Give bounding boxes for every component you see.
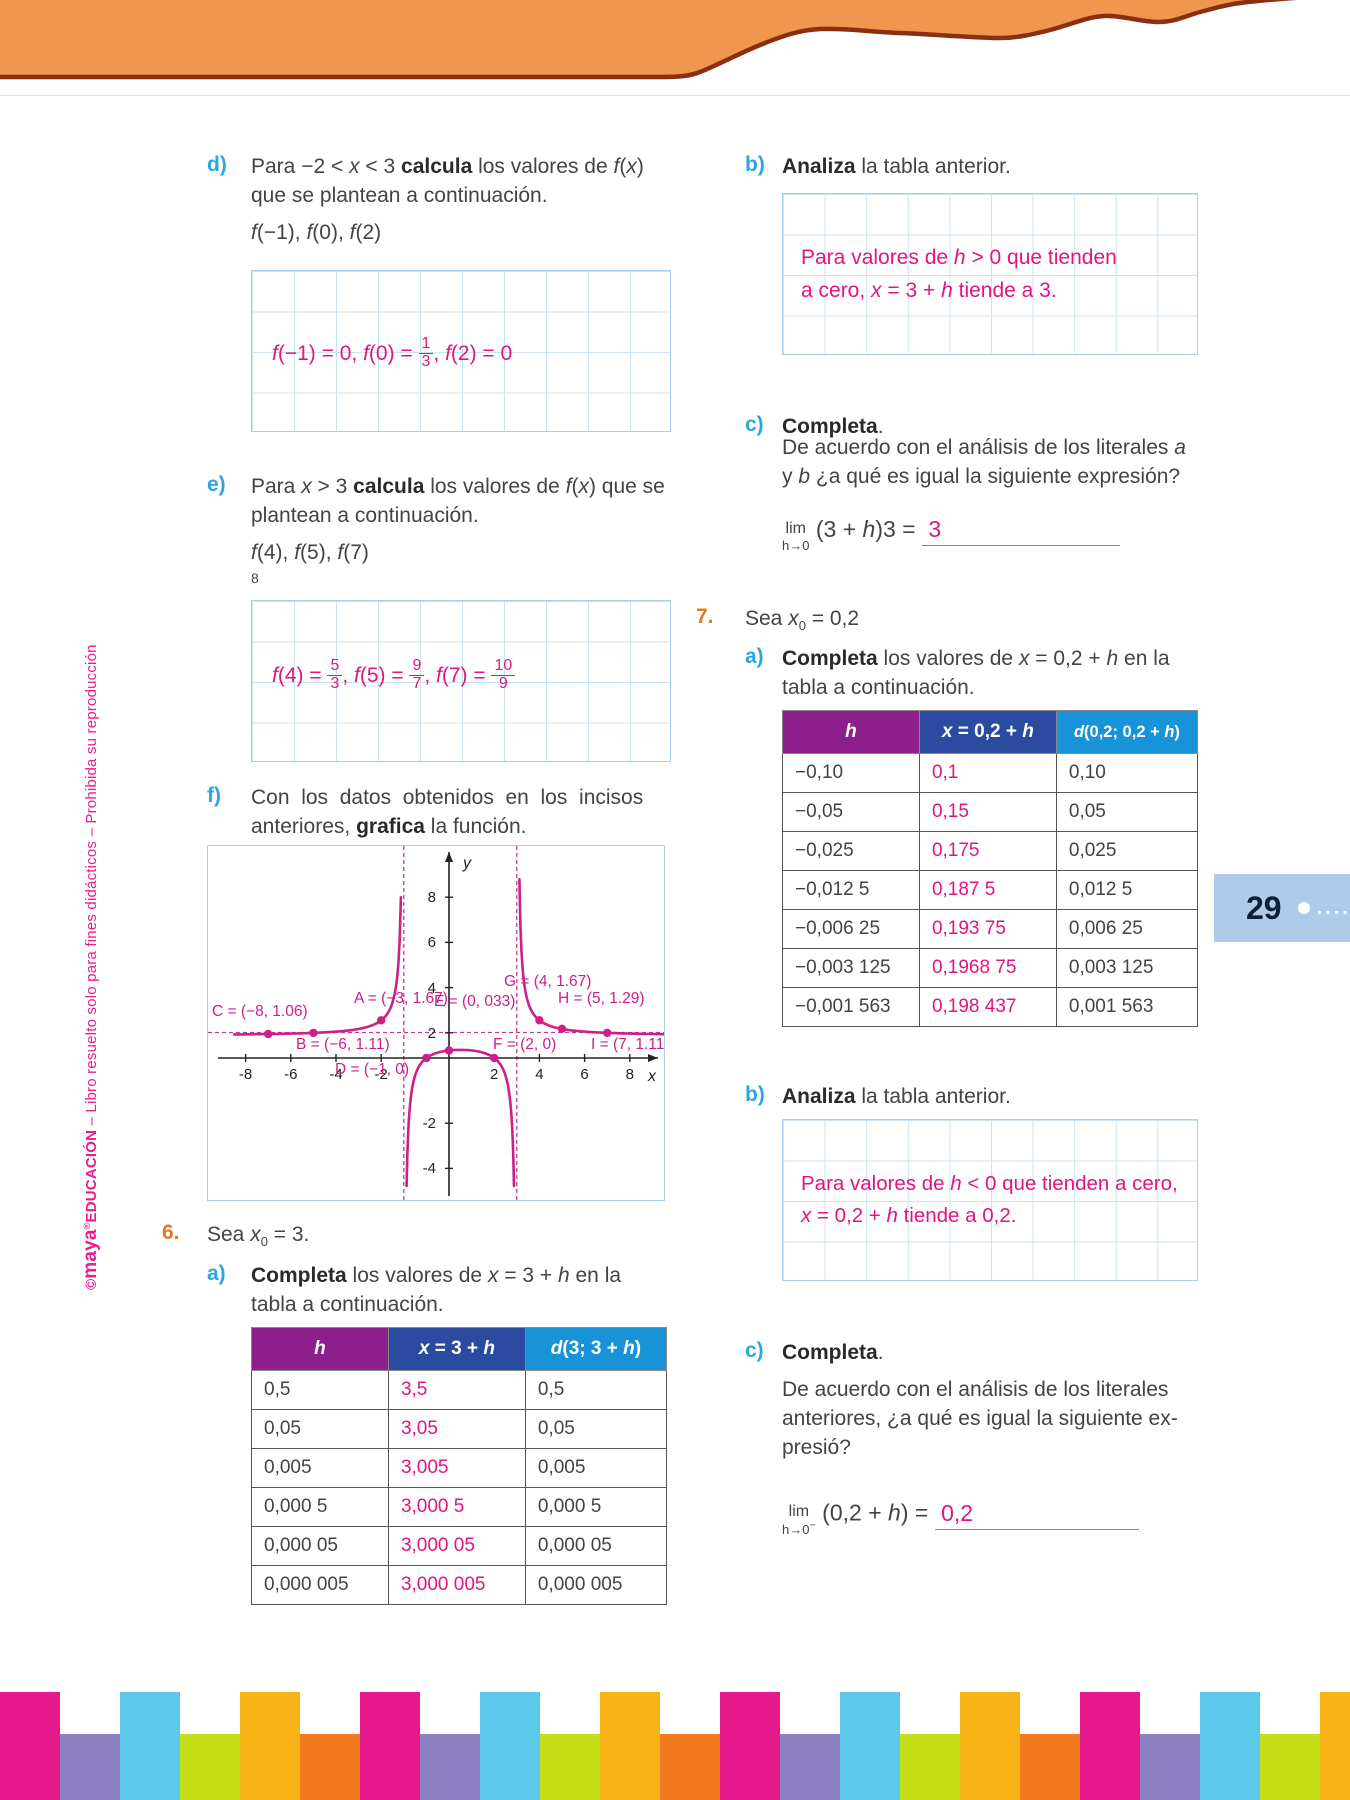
svg-text:6: 6 <box>580 1066 588 1083</box>
svg-text:D = (−1, 0): D = (−1, 0) <box>335 1061 409 1078</box>
svg-text:G = (4, 1.67): G = (4, 1.67) <box>504 973 591 990</box>
svg-text:-2: -2 <box>423 1115 436 1132</box>
svg-text:8: 8 <box>428 889 436 906</box>
svg-text:-4: -4 <box>423 1160 436 1177</box>
svg-text:-6: -6 <box>284 1066 297 1083</box>
svg-text:B = (−6, 1.11): B = (−6, 1.11) <box>296 1036 390 1053</box>
svg-text:C = (−8, 1.06): C = (−8, 1.06) <box>212 1003 308 1020</box>
svg-text:4: 4 <box>535 1066 543 1083</box>
svg-text:F = (2, 0): F = (2, 0) <box>493 1036 556 1053</box>
svg-text:x: x <box>647 1068 657 1085</box>
svg-text:H = (5, 1.29): H = (5, 1.29) <box>558 990 645 1007</box>
svg-text:2: 2 <box>490 1066 498 1083</box>
svg-text:E = (0, 033): E = (0, 033) <box>434 993 515 1010</box>
svg-text:2: 2 <box>428 1025 436 1042</box>
svg-text:y: y <box>462 855 472 872</box>
svg-text:-8: -8 <box>239 1066 252 1083</box>
svg-text:8: 8 <box>626 1066 634 1083</box>
svg-text:I = (7, 1.11): I = (7, 1.11) <box>591 1036 665 1053</box>
svg-text:6: 6 <box>428 934 436 951</box>
